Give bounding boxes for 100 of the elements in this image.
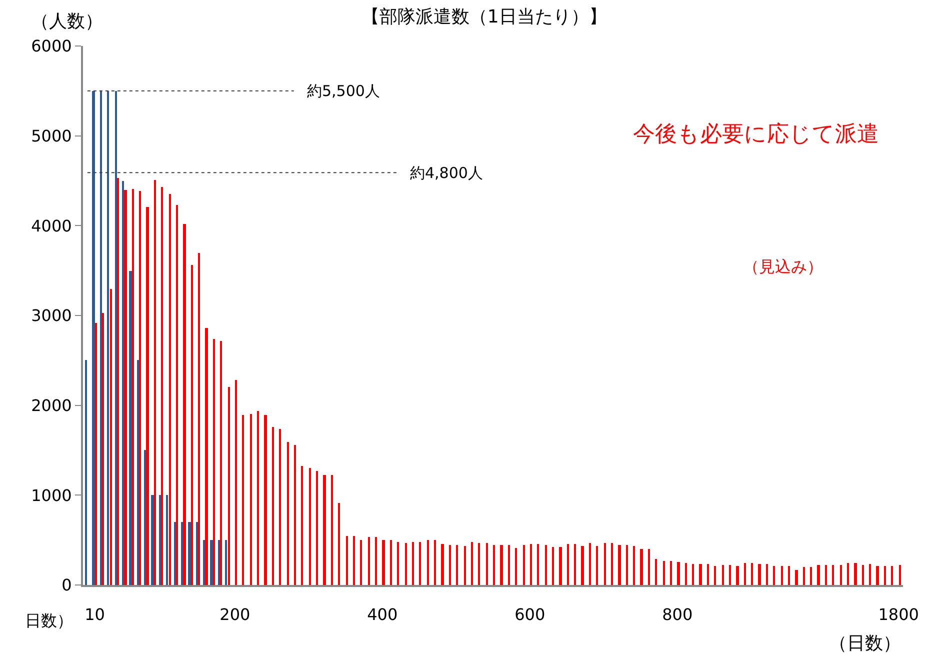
- ref-line-label: 約5,500人: [307, 82, 380, 100]
- bar: [611, 543, 613, 585]
- bar: [115, 91, 117, 585]
- bar: [174, 522, 176, 585]
- bar: [122, 181, 124, 585]
- bar: [257, 411, 259, 585]
- bar: [102, 313, 104, 585]
- bar: [699, 564, 702, 585]
- y-tick-label: 4000: [31, 216, 72, 236]
- bar: [183, 224, 186, 585]
- bar: [198, 253, 200, 585]
- bar: [751, 563, 753, 585]
- bar: [264, 415, 267, 585]
- bar: [210, 540, 213, 585]
- bar: [574, 544, 576, 585]
- bar: [397, 542, 399, 585]
- bar: [323, 475, 326, 585]
- bar: [449, 545, 451, 585]
- bar: [854, 563, 857, 585]
- bar: [316, 471, 318, 585]
- x-tick-label: 1800: [878, 605, 919, 624]
- bar: [100, 91, 102, 585]
- bar: [633, 546, 635, 585]
- bar: [205, 328, 208, 585]
- bar: [773, 566, 775, 585]
- bar: [161, 187, 163, 585]
- bar: [124, 190, 127, 585]
- bar: [272, 427, 274, 585]
- bar: [117, 178, 119, 585]
- bar: [677, 562, 680, 585]
- bar: [151, 495, 154, 585]
- bar: [139, 191, 141, 585]
- bar: [132, 189, 134, 585]
- ref-line-label: 約4,800人: [410, 164, 483, 182]
- bar: [618, 545, 621, 585]
- y-tick-label: 2000: [31, 396, 72, 415]
- bar: [360, 540, 362, 585]
- bar: [493, 545, 495, 585]
- bar: [220, 341, 222, 585]
- bar: [228, 387, 230, 585]
- bar: [840, 565, 842, 585]
- bar: [508, 545, 510, 585]
- bar: [419, 542, 421, 585]
- bar: [523, 545, 525, 585]
- bar: [382, 540, 385, 585]
- bar: [434, 540, 436, 585]
- bar: [375, 537, 377, 585]
- bar: [225, 540, 227, 585]
- bar: [309, 468, 311, 585]
- bar: [648, 549, 650, 585]
- bar: [338, 503, 340, 585]
- bar: [390, 540, 392, 585]
- bar: [137, 360, 139, 585]
- bar: [781, 566, 783, 585]
- bar: [242, 415, 244, 585]
- annotation: 今後も必要に応じて派遣: [633, 122, 879, 147]
- bar: [144, 450, 146, 585]
- y-tick-label: 5000: [31, 126, 72, 146]
- bar: [692, 564, 694, 585]
- bar: [891, 566, 893, 585]
- bar: [722, 565, 724, 585]
- bar: [589, 543, 591, 585]
- bar: [331, 475, 333, 585]
- bar: [427, 540, 429, 585]
- bar: [817, 565, 820, 585]
- bar: [146, 207, 149, 585]
- bar: [545, 545, 547, 585]
- bar: [884, 566, 886, 585]
- bar: [869, 564, 871, 585]
- bar: [766, 564, 768, 585]
- bar: [169, 194, 171, 585]
- y-axis-title: （人数）: [31, 11, 103, 32]
- bar: [847, 563, 849, 585]
- bar: [235, 380, 237, 585]
- bar: [552, 547, 554, 585]
- bar: [110, 289, 112, 585]
- y-tick-label: 1000: [31, 486, 72, 505]
- x-tick-label: 400: [367, 605, 398, 624]
- y-tick-label: 0: [62, 576, 72, 595]
- bar: [301, 466, 303, 585]
- bar: [218, 540, 220, 585]
- bar: [714, 566, 716, 585]
- bar: [729, 565, 731, 585]
- bar: [736, 566, 739, 585]
- bar: [95, 323, 97, 585]
- bar: [353, 536, 355, 585]
- text: 日数）: [25, 611, 73, 630]
- y-tick-label: 6000: [31, 36, 72, 56]
- bar: [368, 537, 370, 585]
- bar: [405, 543, 407, 585]
- y-tick-label: 3000: [31, 306, 72, 326]
- bar: [412, 542, 414, 585]
- bar: [188, 522, 191, 585]
- bar: [655, 559, 657, 585]
- bar: [191, 265, 193, 585]
- x-tick-label: 200: [220, 605, 250, 624]
- bar: [810, 567, 812, 585]
- bar: [604, 543, 606, 585]
- x-tick-label: 10: [84, 605, 105, 624]
- bar: [464, 546, 466, 585]
